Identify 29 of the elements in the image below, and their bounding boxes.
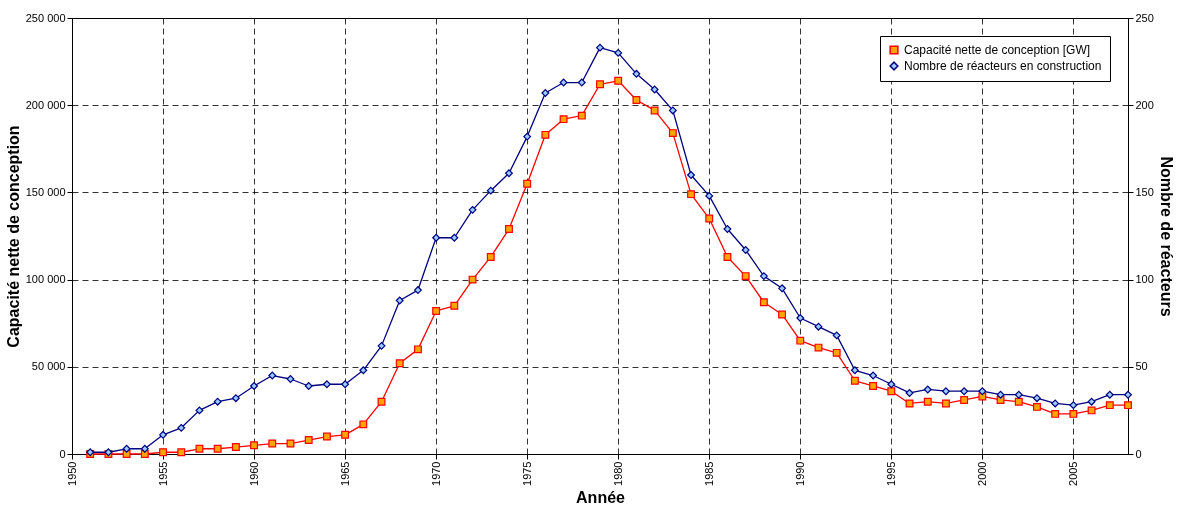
y-axis-title: Capacité nette de conception xyxy=(4,125,22,348)
y-tick-label: 150 000 xyxy=(25,185,66,198)
x-tick-label: 1975 xyxy=(520,461,533,486)
y2-tick-label: 200 xyxy=(1135,98,1154,111)
x-tick-label: 1985 xyxy=(702,461,715,486)
x-tick-label: 2005 xyxy=(1066,461,1079,486)
x-tick-label: 1950 xyxy=(65,461,78,486)
y-tick-label: 200 000 xyxy=(25,98,66,111)
y-tick-label: 0 xyxy=(59,447,66,460)
y2-axis-title: Nombre de réacteurs xyxy=(1157,156,1175,317)
x-tick-label: 1965 xyxy=(338,461,351,486)
x-tick-label: 2000 xyxy=(975,461,988,486)
y2-tick-label: 150 xyxy=(1135,185,1154,198)
x-tick-label: 1990 xyxy=(793,461,806,486)
y2-tick-label: 250 xyxy=(1135,11,1154,24)
x-tick-label: 1995 xyxy=(884,461,897,486)
y2-tick-label: 0 xyxy=(1135,447,1142,460)
legend-label: Capacité nette de conception [GW] xyxy=(904,43,1091,57)
x-tick-label: 1955 xyxy=(156,461,169,486)
y2-tick-label: 100 xyxy=(1135,273,1154,286)
y-tick-label: 100 000 xyxy=(25,273,66,286)
y2-tick-label: 50 xyxy=(1135,360,1148,373)
legend-label: Nombre de réacteurs en construction xyxy=(904,59,1102,73)
x-tick-label: 1980 xyxy=(611,461,624,486)
y-tick-label: 50 000 xyxy=(31,360,66,373)
x-axis-title: Année xyxy=(576,488,626,506)
x-tick-label: 1970 xyxy=(429,461,442,486)
x-tick-label: 1960 xyxy=(247,461,260,486)
y-tick-label: 250 000 xyxy=(25,11,66,24)
